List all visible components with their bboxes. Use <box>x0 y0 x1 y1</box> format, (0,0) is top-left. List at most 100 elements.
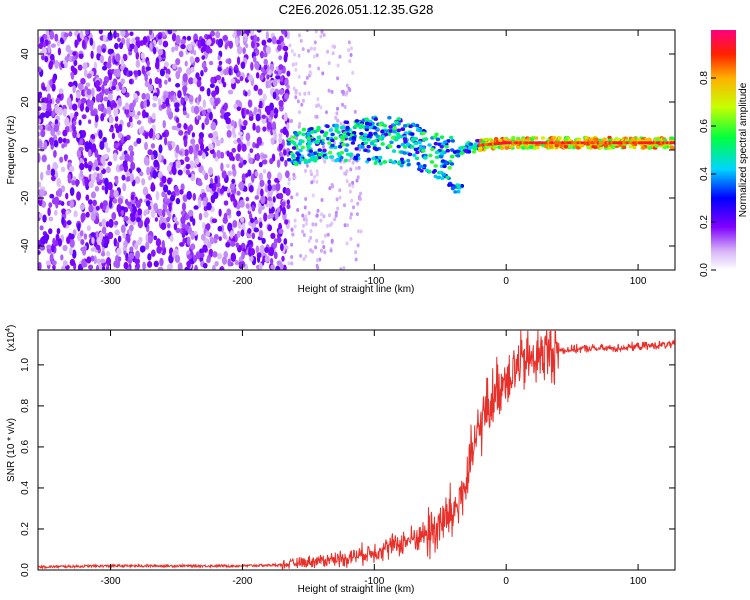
heatmap-cell <box>170 90 175 96</box>
heatmap-cell <box>449 183 454 187</box>
heatmap-cell <box>437 175 442 180</box>
heatmap-cell <box>399 163 404 168</box>
heatmap-cell <box>249 148 254 154</box>
heatmap-cell <box>373 131 378 136</box>
heatmap-cell <box>270 232 276 239</box>
heatmap-cell <box>298 121 302 126</box>
heatmap-cell <box>118 145 123 152</box>
heatmap-cell <box>227 258 232 267</box>
heatmap-cell <box>104 88 109 96</box>
heatmap-cell <box>349 167 353 172</box>
heatmap-cell <box>145 217 150 225</box>
heatmap-cell <box>341 102 345 107</box>
heatmap-cell <box>499 146 505 150</box>
heatmap-cell <box>164 193 168 203</box>
heatmap-cell <box>434 132 439 137</box>
heatmap-cell <box>69 199 75 209</box>
heatmap-cell <box>280 30 286 35</box>
heatmap-cell <box>214 98 219 107</box>
heatmap-cell <box>71 123 75 131</box>
heatmap-cell <box>106 99 111 109</box>
heatmap-cell <box>40 112 46 118</box>
heatmap-cell <box>150 208 156 219</box>
heatmap-cell <box>294 95 298 100</box>
heatmap-cell <box>269 157 274 165</box>
heatmap-cell <box>47 125 52 132</box>
heatmap-cell <box>52 264 56 270</box>
heatmap-cell <box>117 197 124 205</box>
heatmap-cell <box>38 239 41 246</box>
spectrogram-y-ticks: -40 -20 0 20 40 <box>20 48 675 253</box>
heatmap-cell <box>543 144 549 149</box>
heatmap-cell <box>201 192 207 198</box>
heatmap-cell <box>168 143 173 151</box>
heatmap-cell <box>78 146 84 152</box>
heatmap-cell <box>295 192 299 197</box>
heatmap-cell <box>414 123 420 128</box>
heatmap-cell <box>301 229 305 234</box>
heatmap-cell <box>190 243 196 251</box>
heatmap-cell <box>193 49 197 56</box>
heatmap-cell <box>332 140 336 145</box>
heatmap-cell <box>372 143 377 148</box>
heatmap-cell <box>248 74 254 82</box>
heatmap-cell <box>319 248 323 253</box>
heatmap-cell <box>128 252 135 260</box>
heatmap-cell <box>166 216 171 223</box>
heatmap-cell <box>77 222 81 232</box>
heatmap-cell <box>396 128 401 133</box>
heatmap-cell <box>276 172 283 182</box>
heatmap-cell <box>38 131 41 137</box>
heatmap-cell <box>90 87 95 97</box>
heatmap-cell <box>50 175 56 181</box>
heatmap-cell <box>389 140 394 145</box>
heatmap-cell <box>373 117 378 121</box>
y-tick-label: -40 <box>20 238 31 253</box>
heatmap-cell <box>235 79 241 84</box>
heatmap-cell <box>272 121 276 131</box>
heatmap-cell <box>300 102 304 107</box>
heatmap-cell <box>115 53 121 63</box>
heatmap-cell <box>196 80 202 88</box>
snr-x-ticks: -300 -200 -100 0 100 <box>101 330 647 587</box>
heatmap-cell <box>206 257 211 263</box>
heatmap-cell <box>576 138 581 142</box>
heatmap-cell <box>357 196 361 201</box>
heatmap-cell <box>408 124 413 129</box>
heatmap-cell <box>130 161 136 171</box>
heatmap-cell <box>188 145 194 155</box>
heatmap-cell <box>88 164 92 172</box>
heatmap-cell <box>396 117 402 121</box>
heatmap-cell <box>347 158 351 163</box>
heatmap-cell <box>86 88 92 96</box>
heatmap-cell <box>123 215 129 222</box>
heatmap-cell <box>406 158 411 163</box>
heatmap-cell <box>330 89 334 94</box>
spectrogram-heatmap <box>38 30 675 270</box>
heatmap-cell <box>261 159 267 165</box>
snr-y-label: SNR (10 * v/v) <box>6 418 17 482</box>
heatmap-cell <box>208 143 214 151</box>
heatmap-cell <box>126 175 131 182</box>
heatmap-cell <box>179 189 184 195</box>
heatmap-cell <box>149 42 153 52</box>
heatmap-cell <box>271 206 275 213</box>
heatmap-cell <box>270 264 275 270</box>
heatmap-cell <box>90 50 94 59</box>
heatmap-cell <box>336 118 340 123</box>
heatmap-cell <box>239 199 245 208</box>
heatmap-cell <box>157 48 164 56</box>
heatmap-cell <box>521 146 526 150</box>
heatmap-cell <box>261 39 267 46</box>
heatmap-cell <box>247 89 251 97</box>
heatmap-cell <box>421 146 426 150</box>
heatmap-cell <box>162 201 168 212</box>
heatmap-cell <box>296 157 301 162</box>
heatmap-cell <box>199 252 205 258</box>
heatmap-cell <box>234 37 239 46</box>
heatmap-cell <box>339 155 344 160</box>
heatmap-cell <box>169 194 176 202</box>
heatmap-cell <box>229 240 236 247</box>
heatmap-cell <box>298 148 303 153</box>
heatmap-cell <box>336 63 340 68</box>
